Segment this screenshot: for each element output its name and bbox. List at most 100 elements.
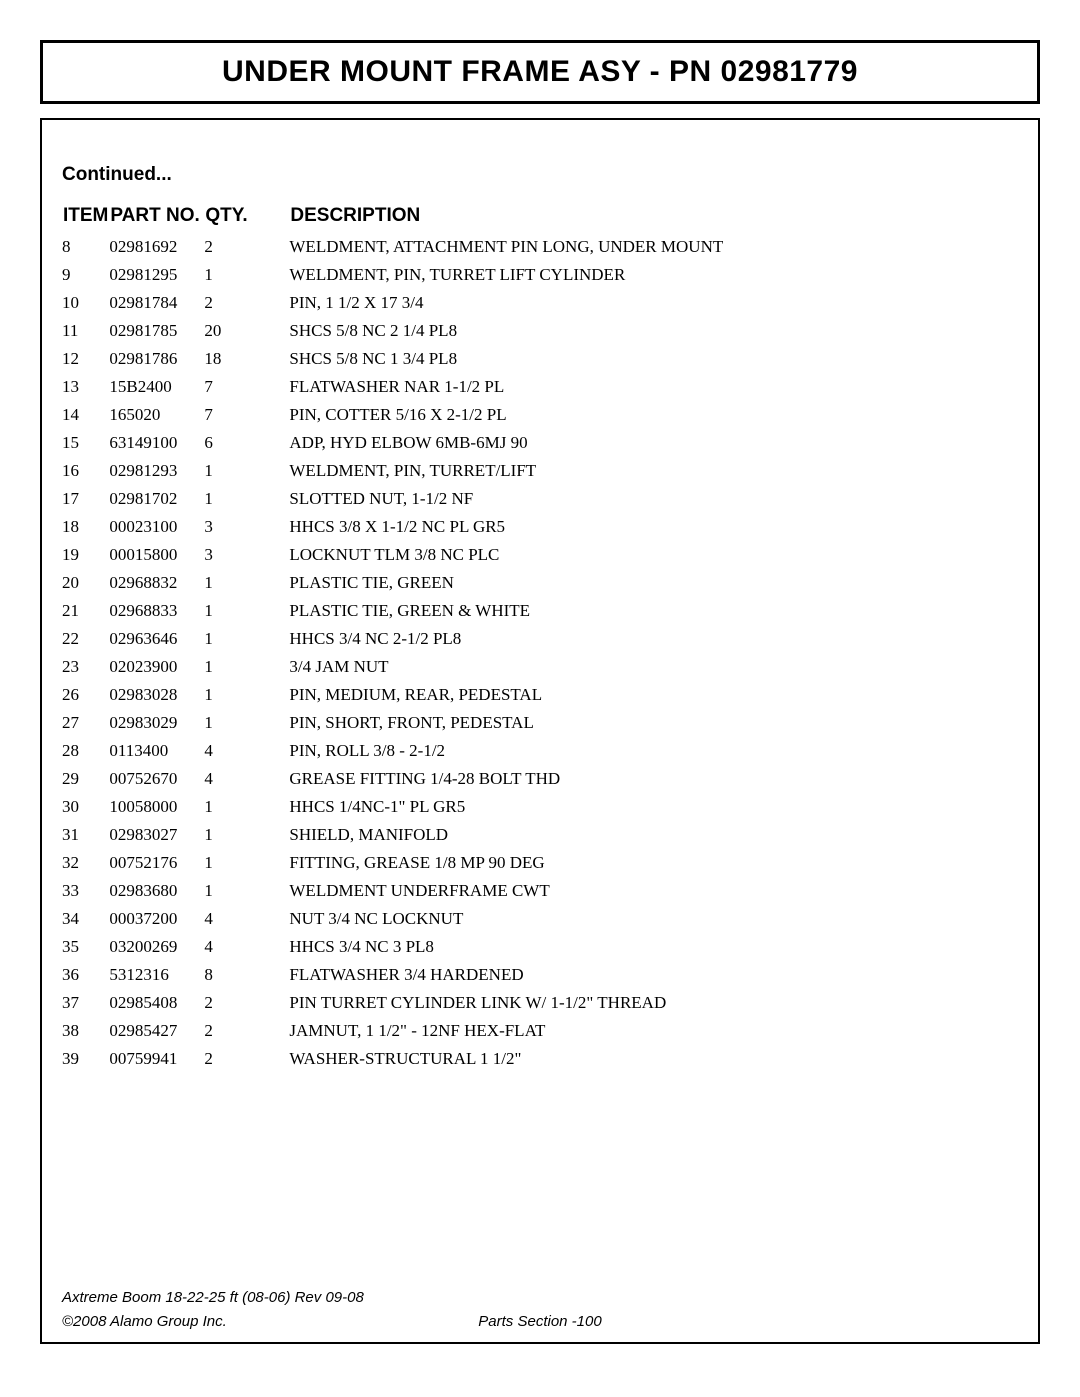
cell-qty: 1 bbox=[204, 625, 289, 653]
cell-item: 22 bbox=[62, 625, 109, 653]
table-row: 29007526704GREASE FITTING 1/4-28 BOLT TH… bbox=[62, 765, 1018, 793]
cell-description: SHIELD, MANIFOLD bbox=[289, 821, 1018, 849]
page-title: UNDER MOUNT FRAME ASY - PN 02981779 bbox=[40, 40, 1040, 104]
table-row: 22029636461HHCS 3/4 NC 2-1/2 PL8 bbox=[62, 625, 1018, 653]
cell-description: NUT 3/4 NC LOCKNUT bbox=[289, 905, 1018, 933]
table-row: 17029817021SLOTTED NUT, 1-1/2 NF bbox=[62, 485, 1018, 513]
cell-item: 29 bbox=[62, 765, 109, 793]
cell-part_no: 00752176 bbox=[109, 849, 204, 877]
cell-item: 35 bbox=[62, 933, 109, 961]
continued-label: Continued... bbox=[62, 164, 1018, 186]
cell-qty: 1 bbox=[204, 821, 289, 849]
cell-item: 10 bbox=[62, 289, 109, 317]
cell-part_no: 00037200 bbox=[109, 905, 204, 933]
table-row: 10029817842PIN, 1 1/2 X 17 3/4 bbox=[62, 289, 1018, 317]
cell-description: WELDMENT UNDERFRAME CWT bbox=[289, 877, 1018, 905]
cell-qty: 2 bbox=[204, 289, 289, 317]
cell-part_no: 02023900 bbox=[109, 653, 204, 681]
cell-part_no: 02968832 bbox=[109, 569, 204, 597]
table-row: 141650207PIN, COTTER 5/16 X 2-1/2 PL bbox=[62, 401, 1018, 429]
table-row: 30100580001HHCS 1/4NC-1" PL GR5 bbox=[62, 793, 1018, 821]
table-row: 26029830281PIN, MEDIUM, REAR, PEDESTAL bbox=[62, 681, 1018, 709]
cell-description: HHCS 3/4 NC 3 PL8 bbox=[289, 933, 1018, 961]
cell-part_no: 63149100 bbox=[109, 429, 204, 457]
table-row: 230202390013/4 JAM NUT bbox=[62, 653, 1018, 681]
cell-part_no: 02983029 bbox=[109, 709, 204, 737]
cell-part_no: 02985408 bbox=[109, 989, 204, 1017]
cell-part_no: 03200269 bbox=[109, 933, 204, 961]
table-row: 15631491006ADP, HYD ELBOW 6MB-6MJ 90 bbox=[62, 429, 1018, 457]
page: UNDER MOUNT FRAME ASY - PN 02981779 Cont… bbox=[0, 0, 1080, 1397]
cell-part_no: 02981784 bbox=[109, 289, 204, 317]
cell-description: PIN TURRET CYLINDER LINK W/ 1-1/2" THREA… bbox=[289, 989, 1018, 1017]
cell-part_no: 5312316 bbox=[109, 961, 204, 989]
cell-item: 37 bbox=[62, 989, 109, 1017]
cell-qty: 1 bbox=[204, 681, 289, 709]
cell-item: 13 bbox=[62, 373, 109, 401]
cell-description: WELDMENT, ATTACHMENT PIN LONG, UNDER MOU… bbox=[289, 233, 1018, 261]
cell-qty: 1 bbox=[204, 849, 289, 877]
cell-item: 26 bbox=[62, 681, 109, 709]
cell-part_no: 00023100 bbox=[109, 513, 204, 541]
cell-qty: 6 bbox=[204, 429, 289, 457]
cell-description: PIN, MEDIUM, REAR, PEDESTAL bbox=[289, 681, 1018, 709]
cell-part_no: 00015800 bbox=[109, 541, 204, 569]
table-row: 39007599412WASHER-STRUCTURAL 1 1/2" bbox=[62, 1045, 1018, 1073]
cell-part_no: 02981785 bbox=[109, 317, 204, 345]
cell-qty: 4 bbox=[204, 905, 289, 933]
cell-item: 23 bbox=[62, 653, 109, 681]
table-row: 9029812951WELDMENT, PIN, TURRET LIFT CYL… bbox=[62, 261, 1018, 289]
cell-qty: 1 bbox=[204, 709, 289, 737]
cell-qty: 4 bbox=[204, 933, 289, 961]
cell-description: SHCS 5/8 NC 1 3/4 PL8 bbox=[289, 345, 1018, 373]
cell-part_no: 02968833 bbox=[109, 597, 204, 625]
cell-qty: 20 bbox=[204, 317, 289, 345]
table-row: 110298178520SHCS 5/8 NC 2 1/4 PL8 bbox=[62, 317, 1018, 345]
cell-qty: 1 bbox=[204, 877, 289, 905]
cell-part_no: 02981702 bbox=[109, 485, 204, 513]
cell-item: 33 bbox=[62, 877, 109, 905]
cell-item: 12 bbox=[62, 345, 109, 373]
cell-part_no: 00759941 bbox=[109, 1045, 204, 1073]
cell-item: 30 bbox=[62, 793, 109, 821]
cell-description: FLATWASHER NAR 1-1/2 PL bbox=[289, 373, 1018, 401]
cell-part_no: 10058000 bbox=[109, 793, 204, 821]
cell-item: 38 bbox=[62, 1017, 109, 1045]
cell-qty: 1 bbox=[204, 569, 289, 597]
cell-description: 3/4 JAM NUT bbox=[289, 653, 1018, 681]
table-row: 16029812931WELDMENT, PIN, TURRET/LIFT bbox=[62, 457, 1018, 485]
cell-description: WELDMENT, PIN, TURRET LIFT CYLINDER bbox=[289, 261, 1018, 289]
cell-qty: 3 bbox=[204, 541, 289, 569]
cell-description: HHCS 3/4 NC 2-1/2 PL8 bbox=[289, 625, 1018, 653]
cell-part_no: 00752670 bbox=[109, 765, 204, 793]
table-row: 20029688321PLASTIC TIE, GREEN bbox=[62, 569, 1018, 597]
table-row: 31029830271SHIELD, MANIFOLD bbox=[62, 821, 1018, 849]
cell-description: LOCKNUT TLM 3/8 NC PLC bbox=[289, 541, 1018, 569]
cell-part_no: 02981692 bbox=[109, 233, 204, 261]
cell-item: 28 bbox=[62, 737, 109, 765]
cell-description: WELDMENT, PIN, TURRET/LIFT bbox=[289, 457, 1018, 485]
cell-qty: 7 bbox=[204, 373, 289, 401]
table-row: 8029816922WELDMENT, ATTACHMENT PIN LONG,… bbox=[62, 233, 1018, 261]
cell-description: WASHER-STRUCTURAL 1 1/2" bbox=[289, 1045, 1018, 1073]
cell-qty: 2 bbox=[204, 989, 289, 1017]
table-row: 1315B24007FLATWASHER NAR 1-1/2 PL bbox=[62, 373, 1018, 401]
cell-qty: 1 bbox=[204, 653, 289, 681]
cell-part_no: 02983027 bbox=[109, 821, 204, 849]
cell-item: 8 bbox=[62, 233, 109, 261]
cell-qty: 2 bbox=[204, 1017, 289, 1045]
cell-part_no: 02985427 bbox=[109, 1017, 204, 1045]
col-header-part-no: PART NO. bbox=[109, 204, 204, 233]
cell-qty: 8 bbox=[204, 961, 289, 989]
cell-qty: 1 bbox=[204, 485, 289, 513]
cell-description: HHCS 3/8 X 1-1/2 NC PL GR5 bbox=[289, 513, 1018, 541]
cell-description: PLASTIC TIE, GREEN bbox=[289, 569, 1018, 597]
table-row: 120298178618SHCS 5/8 NC 1 3/4 PL8 bbox=[62, 345, 1018, 373]
cell-item: 34 bbox=[62, 905, 109, 933]
cell-item: 39 bbox=[62, 1045, 109, 1073]
table-row: 37029854082PIN TURRET CYLINDER LINK W/ 1… bbox=[62, 989, 1018, 1017]
cell-description: SHCS 5/8 NC 2 1/4 PL8 bbox=[289, 317, 1018, 345]
cell-description: GREASE FITTING 1/4-28 BOLT THD bbox=[289, 765, 1018, 793]
table-row: 35032002694HHCS 3/4 NC 3 PL8 bbox=[62, 933, 1018, 961]
table-row: 19000158003LOCKNUT TLM 3/8 NC PLC bbox=[62, 541, 1018, 569]
